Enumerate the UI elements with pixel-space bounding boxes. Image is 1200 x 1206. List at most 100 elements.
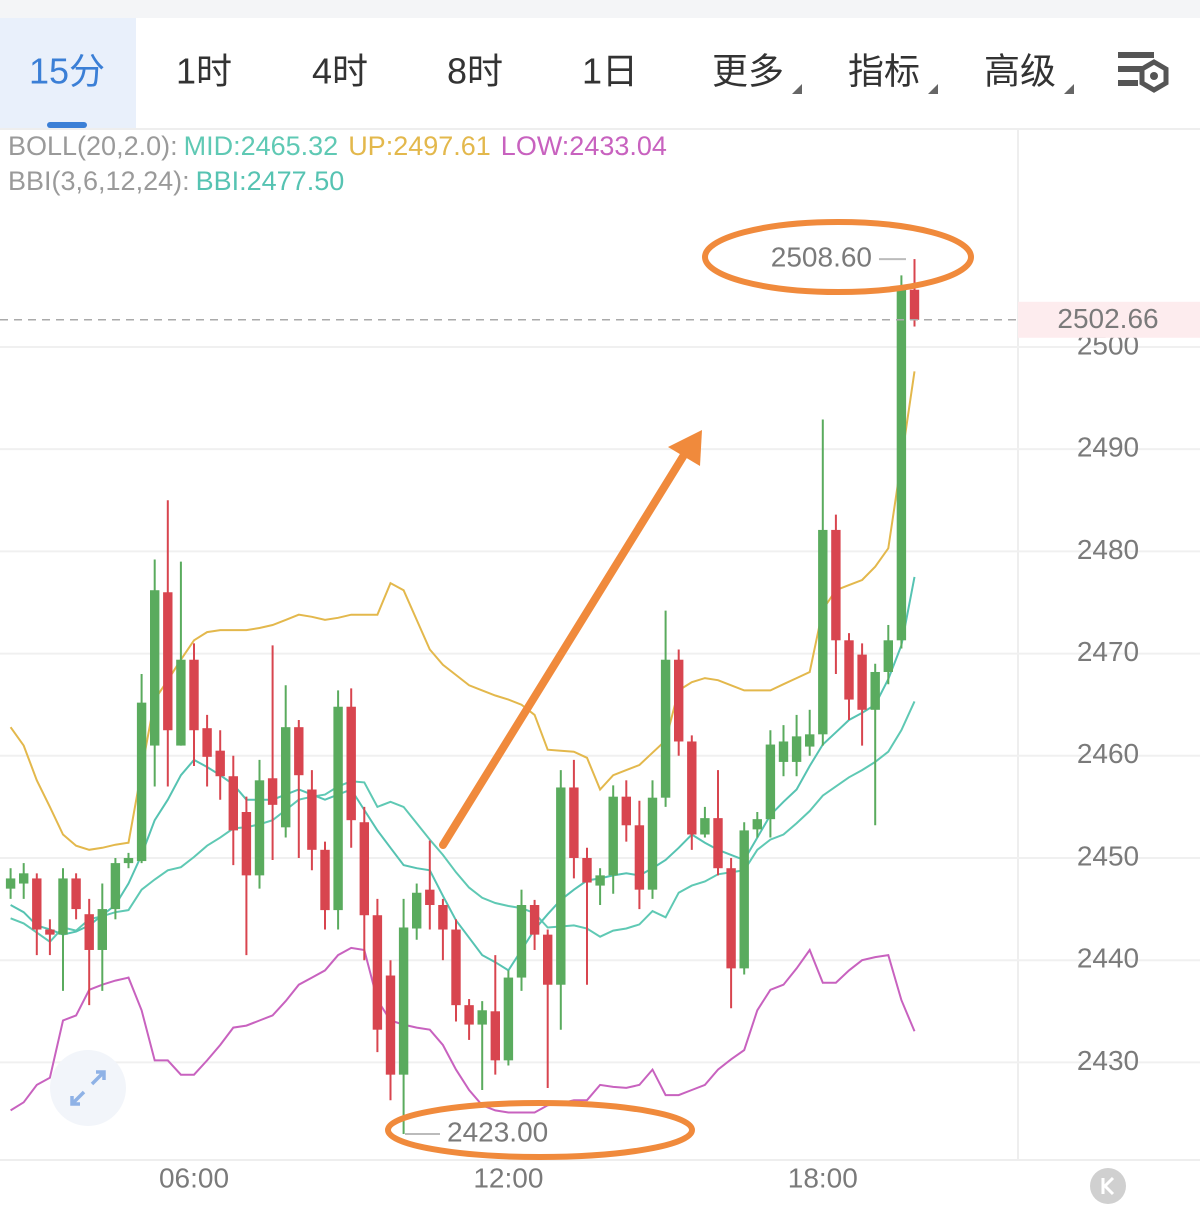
grid <box>0 345 1200 1064</box>
legend-group-label: BOLL(20,2.0): <box>8 131 178 161</box>
candle <box>660 610 671 807</box>
candle-body <box>674 659 684 742</box>
indicator-line <box>10 576 916 972</box>
legend-entry: BBI:2477.50 <box>196 166 345 196</box>
menu-caret <box>928 84 938 94</box>
tab[interactable]: 15分 <box>29 51 105 92</box>
candle-body <box>477 1010 487 1025</box>
candle-body <box>870 671 880 710</box>
candle-body <box>215 750 225 777</box>
candle-body <box>464 1005 474 1025</box>
candle <box>281 685 291 838</box>
candle-body <box>647 797 658 890</box>
x-tick-label: 06:00 <box>159 1162 229 1193</box>
candle <box>267 645 278 861</box>
tab[interactable]: 1日 <box>582 51 638 92</box>
candle <box>909 259 920 327</box>
candle-body <box>110 863 121 910</box>
candle-body <box>556 787 566 985</box>
candle <box>503 970 514 1066</box>
candle-body <box>831 529 841 641</box>
candle <box>883 624 893 685</box>
candle-body <box>372 915 383 1030</box>
candle-body <box>385 975 396 1075</box>
candle <box>765 730 776 838</box>
icon-dot <box>1150 72 1158 80</box>
high-marker-label: 2508.60 <box>771 241 872 272</box>
candle <box>123 852 134 869</box>
candle-body <box>569 787 579 858</box>
x-tick-label: 18:00 <box>788 1162 858 1193</box>
candle <box>189 643 199 767</box>
tab-divider <box>0 128 1200 130</box>
legend-row: BOLL(20,2.0): MID:2465.32 UP:2497.61 LOW:24… <box>8 131 667 161</box>
button-bg <box>1090 1168 1126 1204</box>
candle <box>359 806 369 961</box>
x-tick-label: 12:00 <box>473 1162 543 1193</box>
k-glyph <box>1101 1176 1115 1196</box>
candle-body <box>595 875 605 886</box>
expand-glyph <box>70 1070 106 1106</box>
annotations <box>385 219 974 1160</box>
candle-body <box>307 789 317 850</box>
y-tick-label: 2480 <box>1077 534 1139 565</box>
candle <box>320 841 330 930</box>
candle <box>228 755 238 866</box>
candle <box>464 999 474 1040</box>
tab[interactable]: 4时 <box>312 51 368 92</box>
kline-button[interactable] <box>1090 1168 1126 1204</box>
candle-body <box>621 796 631 826</box>
candle <box>150 559 160 787</box>
candle <box>425 840 435 930</box>
settings-icon[interactable] <box>1118 52 1169 93</box>
candle-body <box>844 640 854 700</box>
candle-body <box>320 849 330 911</box>
tab[interactable]: 更多 <box>712 51 784 92</box>
candle-body <box>778 741 789 762</box>
candle <box>647 780 658 899</box>
candle-body <box>136 702 147 862</box>
candle <box>831 514 841 675</box>
candle-body <box>228 776 238 831</box>
indicator-line <box>9 371 916 851</box>
candle-body <box>634 825 645 890</box>
candle-body <box>909 289 920 320</box>
candle <box>752 811 762 838</box>
candle <box>110 857 121 920</box>
candle-body <box>58 878 68 935</box>
candle <box>58 868 68 991</box>
candle-body <box>529 905 540 935</box>
candle <box>372 898 383 1053</box>
candle <box>163 500 173 787</box>
candle-body <box>700 818 710 835</box>
candle-body <box>241 811 252 876</box>
candle-body <box>543 934 553 985</box>
candle <box>791 714 802 777</box>
tab[interactable]: 指标 <box>848 51 920 92</box>
indicator-lines <box>9 371 916 1114</box>
tab[interactable]: 高级 <box>984 51 1056 92</box>
candle <box>254 759 265 889</box>
candle <box>634 800 645 910</box>
candle <box>818 419 828 746</box>
icon-hex <box>1139 59 1169 93</box>
candle-body <box>294 727 304 776</box>
candle-body <box>713 818 723 869</box>
candle <box>857 643 867 746</box>
candle-body <box>202 728 212 757</box>
candle-body <box>163 592 173 731</box>
candle-body <box>71 878 81 910</box>
candle-body <box>176 659 186 746</box>
candle <box>307 770 317 871</box>
tab[interactable]: 1时 <box>176 51 232 92</box>
candle-body <box>726 868 736 969</box>
candle-body <box>438 905 448 930</box>
candle <box>896 275 907 649</box>
candle <box>97 883 107 991</box>
active-tab-indicator <box>47 122 87 128</box>
expand-button[interactable] <box>50 1050 126 1126</box>
tab[interactable]: 8时 <box>447 51 503 92</box>
candle-body <box>32 878 42 930</box>
candle <box>700 806 710 838</box>
